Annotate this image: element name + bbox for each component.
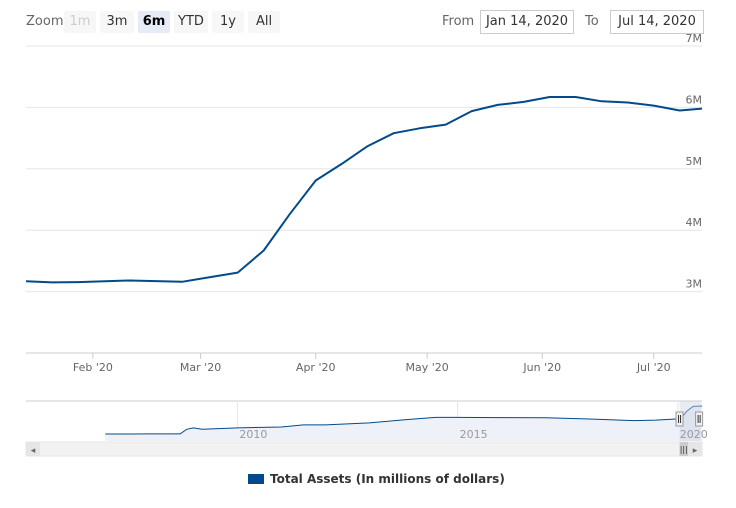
zoom-3m-button[interactable]: 3m bbox=[100, 11, 134, 33]
zoom-1y-button[interactable]: 1y bbox=[212, 11, 244, 33]
from-label: From bbox=[442, 14, 475, 29]
scrollbar-left-button bbox=[26, 442, 40, 456]
series-layer bbox=[25, 96, 703, 284]
scrollbar-thumb bbox=[679, 442, 688, 456]
legend-swatch bbox=[248, 474, 264, 484]
zoom-1m-button[interactable]: 1m bbox=[64, 11, 96, 33]
grid-lines bbox=[26, 45, 702, 293]
zoom-ytd-button[interactable]: YTD bbox=[174, 11, 208, 33]
x-axis-labels: Feb '20 Mar '20 Apr '20 May '20 Jun '20 Jul '… bbox=[73, 361, 671, 374]
x-tick-label: Jun '20 bbox=[522, 361, 561, 374]
x-tick-label: Apr '20 bbox=[296, 361, 336, 374]
y-tick-label: 4M bbox=[686, 216, 703, 229]
y-tick-label: 5M bbox=[686, 155, 703, 168]
zoom-label: Zoom bbox=[26, 14, 64, 29]
x-tick-label: May '20 bbox=[406, 361, 449, 374]
series-line bbox=[25, 96, 703, 284]
x-tick-label: Jul '20 bbox=[636, 361, 671, 374]
navigator-year-label: 2010 bbox=[239, 428, 267, 441]
navigator-selected-range bbox=[679, 401, 702, 441]
y-tick-label: 7M bbox=[686, 32, 703, 45]
navigator-year-label: 2015 bbox=[460, 428, 488, 441]
scrollbar-left-arrow-icon: ◂ bbox=[31, 446, 36, 456]
chart-area: 3M 4M 5M 6M 7M Feb '20 Mar '20 Apr '20 May '20 J… bbox=[25, 32, 708, 457]
navigator[interactable]: 2010 2015 2020 bbox=[26, 400, 708, 441]
to-label: To bbox=[585, 14, 599, 29]
navigator-left-handle bbox=[675, 411, 684, 427]
navigator-area bbox=[105, 406, 703, 441]
navigator-handles bbox=[675, 411, 704, 427]
navigator-right-handle bbox=[695, 411, 704, 427]
y-tick-label: 6M bbox=[686, 93, 703, 106]
scrollbar-right-arrow-icon: ▸ bbox=[693, 446, 698, 456]
from-date-input[interactable]: Jan 14, 2020 bbox=[480, 10, 574, 34]
zoom-6m-button[interactable]: 6m bbox=[138, 11, 170, 33]
x-axis bbox=[26, 352, 702, 359]
y-tick-label: 3M bbox=[686, 278, 703, 291]
navigator-year-label: 2020 bbox=[680, 428, 708, 441]
x-tick-label: Mar '20 bbox=[180, 361, 221, 374]
scrollbar-grip-icon: ||| bbox=[680, 445, 688, 454]
to-date-input[interactable]: Jul 14, 2020 bbox=[610, 10, 704, 34]
scrollbar-track bbox=[25, 441, 703, 457]
zoom-all-button[interactable]: All bbox=[248, 11, 280, 33]
scrollbar-right-button bbox=[688, 442, 702, 456]
legend-label: Total Assets (In millions of dollars) bbox=[270, 472, 505, 486]
y-axis-labels: 3M 4M 5M 6M 7M bbox=[686, 32, 703, 291]
navigator-year-labels: 2010 2015 2020 bbox=[239, 428, 707, 441]
legend[interactable]: Total Assets (In millions of dollars) bbox=[248, 470, 505, 488]
x-tick-label: Feb '20 bbox=[73, 361, 113, 374]
range-selector: Zoom 1m 3m 6m YTD 1y All From Jan 14, 20… bbox=[0, 0, 736, 44]
scrollbar[interactable]: ◂ ||| ▸ bbox=[25, 441, 703, 457]
